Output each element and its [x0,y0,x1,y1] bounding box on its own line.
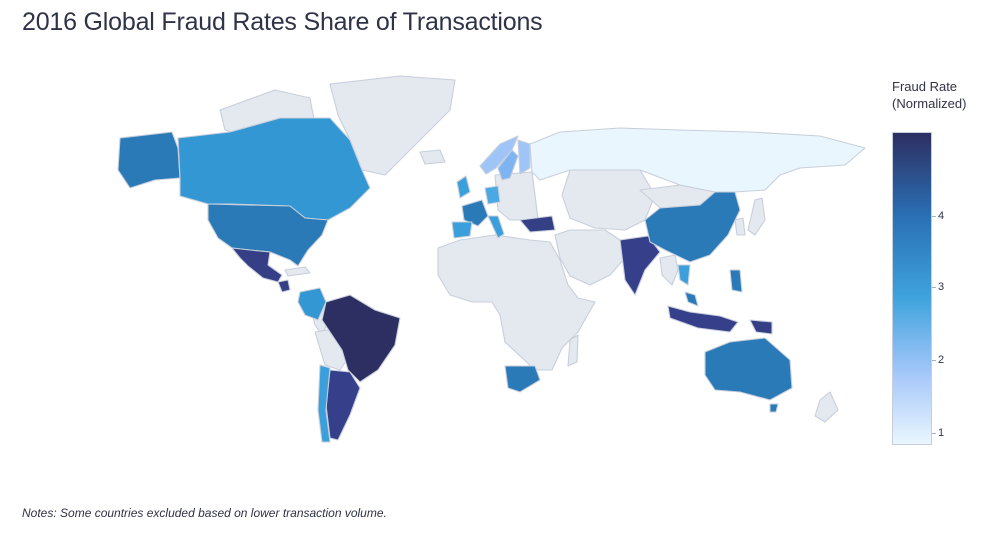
usa [207,203,329,267]
tasmania [769,403,779,413]
france [461,199,489,227]
malaysia [684,291,699,307]
legend-tick-mark [932,216,936,217]
legend-tick-1: 1 [938,427,945,439]
iceland [419,149,446,165]
greenland [329,75,456,176]
italy [487,215,505,239]
turkey [519,215,556,233]
central-asia [561,169,656,231]
spain [451,221,473,239]
sweden [497,149,519,181]
legend-tick-2: 2 [938,354,945,366]
legend-title: Fraud Rate (Normalized) [892,78,992,112]
caribbean [284,266,311,277]
argentina [325,369,361,441]
legend-tick-3: 3 [938,281,945,293]
legend-title-line1: Fraud Rate [892,79,958,94]
legend-colorbar [892,132,932,445]
philippines [729,269,743,293]
guatemala [277,279,291,293]
color-legend: Fraud Rate (Normalized) 4 3 2 1 [892,78,992,458]
legend-tick-4: 4 [938,210,945,222]
footnote: Notes: Some countries excluded based on … [22,506,387,520]
japan [747,197,766,236]
southeast-asia-no-data [659,254,679,286]
mexico [231,247,283,283]
legend-tick-mark [932,433,936,434]
world-choropleth-map [100,70,880,470]
middle-east [554,229,626,286]
germany [484,185,501,205]
world-map-svg [117,75,866,443]
china [644,191,741,263]
madagascar [567,334,579,367]
legend-tick-mark [932,287,936,288]
brazil [321,294,401,383]
thailand [677,264,691,286]
new-zealand [814,391,839,423]
legend-title-line2: (Normalized) [892,96,967,111]
map-title: 2016 Global Fraud Rates Share of Transac… [22,8,543,36]
india [619,235,661,296]
papua-new-guinea [749,319,773,335]
australia [704,337,793,401]
colombia [297,287,327,321]
finland [517,139,531,175]
legend-tick-mark [932,360,936,361]
korea [734,217,746,236]
alaska [117,131,181,189]
united-kingdom [456,175,471,199]
south-africa [504,365,541,393]
canada [177,117,371,221]
russia [529,127,866,193]
indonesia [667,305,739,333]
chile [317,364,331,443]
